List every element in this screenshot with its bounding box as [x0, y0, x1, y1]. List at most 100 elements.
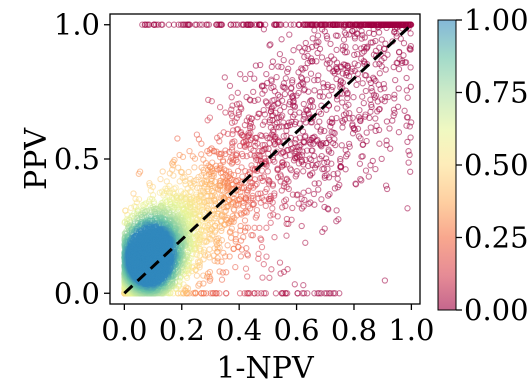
- data-point: [326, 65, 333, 72]
- data-point: [268, 63, 275, 71]
- data-point: [247, 182, 255, 190]
- data-point: [232, 238, 239, 245]
- data-point: [339, 46, 347, 54]
- data-point: [282, 75, 289, 82]
- data-point: [290, 47, 297, 54]
- data-point: [222, 207, 230, 214]
- data-point: [254, 114, 261, 121]
- data-point: [314, 49, 321, 57]
- data-point: [241, 217, 249, 224]
- data-point: [237, 227, 244, 234]
- data-point: [269, 205, 276, 212]
- data-point: [383, 185, 391, 193]
- data-point: [177, 21, 185, 28]
- data-point: [311, 27, 318, 34]
- data-point: [215, 150, 223, 158]
- data-point: [203, 273, 211, 280]
- data-point: [266, 42, 273, 49]
- data-point: [339, 117, 346, 125]
- data-point: [406, 123, 413, 130]
- data-point: [376, 60, 383, 68]
- data-point: [340, 36, 348, 43]
- data-point: [216, 138, 223, 145]
- data-point: [228, 106, 235, 113]
- data-point: [311, 152, 318, 160]
- data-point: [287, 90, 294, 97]
- data-point: [290, 157, 298, 164]
- data-point: [405, 148, 412, 155]
- data-point: [283, 132, 290, 140]
- data-point: [198, 151, 205, 158]
- data-point: [208, 98, 215, 105]
- data-point: [289, 204, 296, 212]
- data-point: [331, 70, 338, 77]
- data-point: [333, 96, 341, 103]
- data-point: [333, 218, 340, 225]
- data-point: [247, 145, 254, 152]
- data-point: [330, 170, 337, 178]
- data-point: [277, 107, 284, 114]
- data-point: [287, 108, 294, 116]
- data-point: [313, 42, 320, 49]
- data-point: [172, 184, 179, 191]
- data-point: [299, 66, 306, 73]
- data-point: [237, 71, 244, 78]
- data-point: [319, 93, 327, 100]
- data-point: [315, 72, 322, 79]
- data-point: [275, 21, 282, 28]
- data-point: [204, 188, 211, 195]
- data-point: [267, 219, 274, 226]
- data-point: [242, 168, 249, 175]
- data-point: [374, 98, 381, 105]
- data-point: [287, 165, 294, 172]
- data-point: [292, 173, 299, 180]
- data-point: [273, 73, 280, 81]
- data-point: [314, 76, 321, 84]
- data-point: [155, 21, 162, 28]
- data-point: [299, 128, 307, 135]
- data-point: [242, 75, 249, 83]
- data-point: [279, 83, 287, 90]
- data-point: [278, 36, 285, 43]
- data-point: [213, 235, 220, 243]
- data-point: [381, 277, 389, 284]
- data-point: [346, 143, 353, 150]
- data-point: [200, 246, 208, 253]
- data-point: [263, 253, 270, 260]
- data-point: [218, 276, 226, 283]
- data-point: [374, 108, 381, 115]
- data-point: [222, 253, 229, 260]
- data-point: [362, 87, 370, 95]
- data-point: [216, 290, 223, 297]
- data-point: [382, 66, 389, 73]
- data-point: [174, 135, 181, 142]
- data-point: [239, 152, 247, 160]
- data-point: [177, 290, 184, 297]
- data-point: [260, 106, 267, 114]
- data-point: [276, 259, 284, 266]
- data-point: [214, 245, 221, 252]
- data-point: [375, 106, 383, 113]
- data-point: [376, 140, 383, 147]
- data-point: [405, 159, 412, 166]
- data-point: [242, 265, 250, 272]
- data-point: [289, 95, 297, 102]
- data-point: [185, 168, 192, 176]
- data-point: [342, 153, 350, 160]
- data-point: [300, 168, 307, 175]
- data-point: [244, 273, 251, 280]
- data-point: [343, 72, 350, 79]
- data-point: [305, 45, 312, 53]
- data-point: [390, 106, 398, 113]
- data-point: [337, 81, 344, 88]
- data-point: [206, 230, 213, 238]
- data-point: [200, 280, 207, 287]
- data-point: [333, 207, 340, 214]
- data-point: [219, 269, 227, 276]
- data-point: [323, 32, 330, 40]
- data-point: [280, 103, 288, 111]
- data-point: [355, 113, 363, 121]
- data-point: [241, 290, 248, 297]
- data-point: [366, 76, 373, 83]
- data-point: [316, 118, 323, 125]
